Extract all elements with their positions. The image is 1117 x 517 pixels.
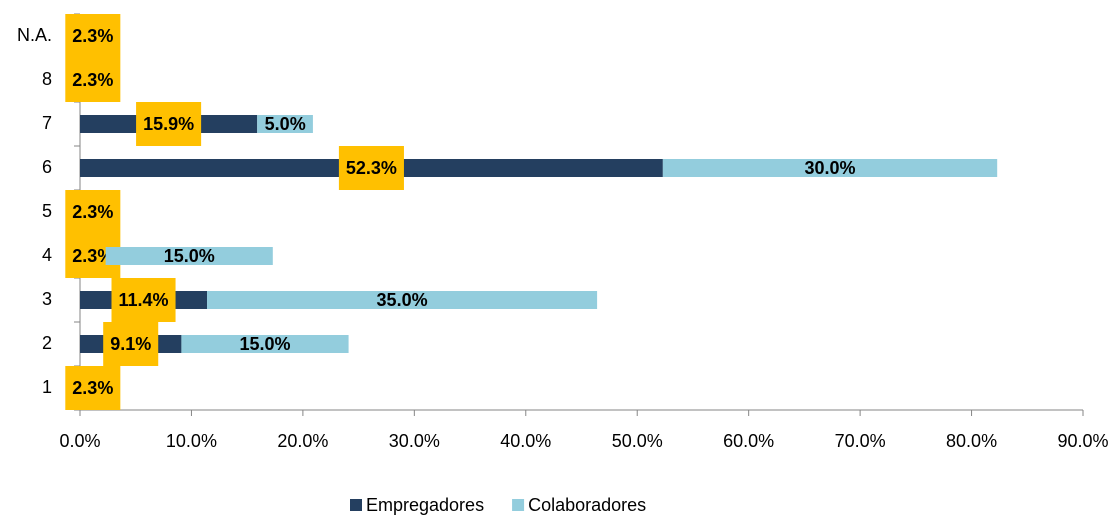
legend-swatch xyxy=(350,499,362,511)
data-label: 2.3% xyxy=(72,70,113,90)
data-label: 52.3% xyxy=(346,158,397,178)
data-label: 2.3% xyxy=(72,26,113,46)
x-tick-label: 40.0% xyxy=(500,431,551,451)
label-box xyxy=(65,366,121,410)
bar-segment xyxy=(257,115,313,133)
data-label: 15.9% xyxy=(143,114,194,134)
bar-segment xyxy=(181,335,349,353)
legend-label: Empregadores xyxy=(366,495,484,515)
data-label: 15.0% xyxy=(164,246,215,266)
x-tick-label: 60.0% xyxy=(723,431,774,451)
label-box xyxy=(65,58,121,102)
data-label: 35.0% xyxy=(377,290,428,310)
y-tick-label: 3 xyxy=(42,289,52,309)
x-tick-label: 80.0% xyxy=(946,431,997,451)
y-tick-label: 7 xyxy=(42,113,52,133)
label-box xyxy=(65,190,121,234)
data-label: 2.3% xyxy=(72,202,113,222)
data-label: 2.3% xyxy=(72,246,113,266)
x-tick-label: 30.0% xyxy=(389,431,440,451)
x-tick-label: 90.0% xyxy=(1057,431,1108,451)
data-label: 15.0% xyxy=(239,334,290,354)
x-tick-label: 70.0% xyxy=(835,431,886,451)
x-tick-label: 50.0% xyxy=(612,431,663,451)
y-tick-label: N.A. xyxy=(17,25,52,45)
bar-segment xyxy=(105,247,273,265)
y-tick-label: 6 xyxy=(42,157,52,177)
y-tick-label: 5 xyxy=(42,201,52,221)
label-box xyxy=(103,322,159,366)
bar-segment xyxy=(662,159,998,177)
y-tick-label: 4 xyxy=(42,245,52,265)
x-tick-label: 20.0% xyxy=(277,431,328,451)
label-box xyxy=(111,278,176,322)
data-label: 5.0% xyxy=(265,114,306,134)
y-tick-label: 8 xyxy=(42,69,52,89)
label-box xyxy=(338,146,404,190)
data-label: 30.0% xyxy=(804,158,855,178)
label-box xyxy=(136,102,202,146)
label-box xyxy=(65,14,121,58)
x-tick-label: 0.0% xyxy=(59,431,100,451)
x-tick-label: 10.0% xyxy=(166,431,217,451)
data-label: 2.3% xyxy=(72,378,113,398)
data-label: 11.4% xyxy=(118,290,168,310)
legend-label: Colaboradores xyxy=(528,495,646,515)
y-tick-label: 2 xyxy=(42,333,52,353)
data-label: 9.1% xyxy=(110,334,151,354)
y-tick-label: 1 xyxy=(42,377,52,397)
legend-swatch xyxy=(512,499,525,511)
bar-segment xyxy=(207,291,598,309)
